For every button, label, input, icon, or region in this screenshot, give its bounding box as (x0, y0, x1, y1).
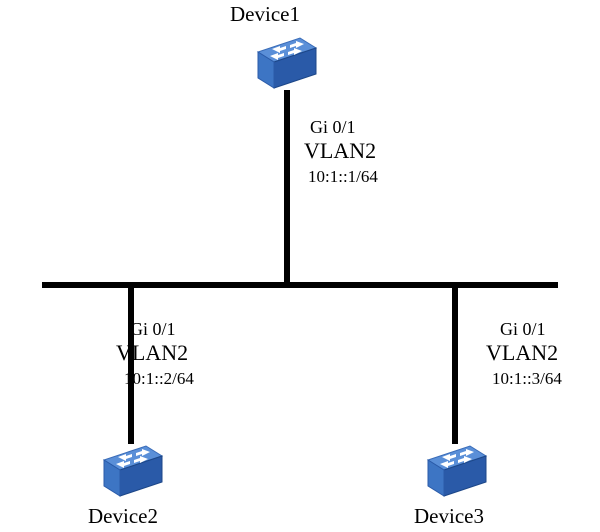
link-bus-device2 (128, 286, 134, 444)
switch-icon (96, 442, 166, 498)
device3-vlan-label: VLAN2 (486, 342, 558, 364)
bus-line (42, 282, 558, 288)
link-bus-device3 (452, 286, 458, 444)
device2-vlan-label: VLAN2 (116, 342, 188, 364)
device1-label: Device1 (230, 2, 300, 27)
switch-icon (420, 442, 490, 498)
device1-address-label: 10:1::1/64 (308, 168, 378, 185)
device2-label: Device2 (88, 504, 158, 529)
device3-label: Device3 (414, 504, 484, 529)
switch-icon (250, 34, 320, 90)
device2-port-label: Gi 0/1 (130, 320, 176, 338)
device1-port-label: Gi 0/1 (310, 118, 356, 136)
device1-vlan-label: VLAN2 (304, 140, 376, 162)
network-diagram: Device1 Gi 0/1 VLAN2 10:1::1/64 Gi 0/1 V… (0, 0, 600, 532)
link-device1-bus (284, 90, 290, 284)
device3-port-label: Gi 0/1 (500, 320, 546, 338)
device3-address-label: 10:1::3/64 (492, 370, 562, 387)
device2-address-label: 10:1::2/64 (124, 370, 194, 387)
